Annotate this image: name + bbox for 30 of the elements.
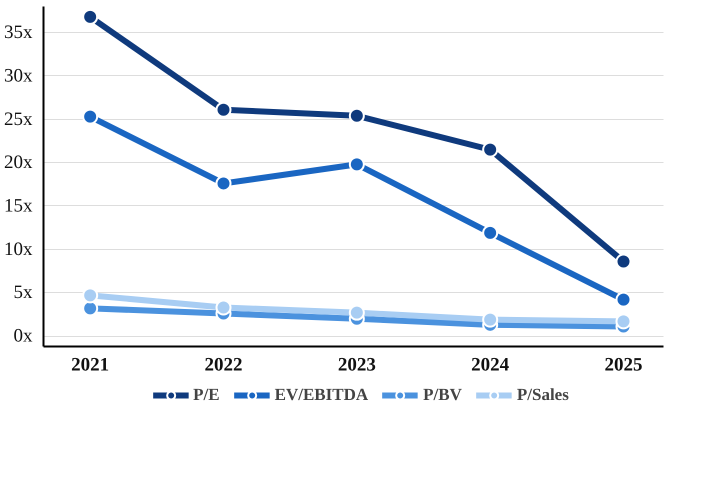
x-tick-label: 2025 (604, 354, 642, 376)
point (482, 224, 498, 241)
x-tick-label: 2022 (204, 354, 242, 376)
point (616, 292, 632, 308)
point (482, 142, 498, 158)
y-tick-label: 20x (4, 152, 33, 174)
point (482, 312, 498, 328)
x-tick-label: 2023 (338, 354, 376, 376)
point (348, 108, 365, 124)
y-tick-label: 25x (4, 108, 33, 130)
point (82, 108, 98, 125)
y-tick-label: 15x (4, 195, 33, 216)
y-tick-label: 10x (4, 238, 33, 260)
x-tick-label: 2021 (71, 354, 110, 376)
point (616, 313, 632, 330)
point (348, 156, 365, 172)
x-tick-label: 2024 (471, 354, 510, 376)
y-tick-label: 30x (4, 65, 33, 86)
point (82, 8, 98, 25)
y-tick-label: 35x (4, 22, 33, 44)
point (348, 304, 365, 321)
y-tick-label: 5x (14, 282, 33, 304)
legend-label: EV/EBITDA (274, 385, 368, 405)
legend-label: P/BV (423, 385, 462, 405)
point (216, 102, 232, 118)
point (82, 287, 98, 304)
legend-label: P/Sales (516, 385, 569, 405)
point (616, 254, 632, 270)
legend-label: P/E (193, 385, 220, 405)
y-tick-label: 0x (14, 326, 33, 347)
